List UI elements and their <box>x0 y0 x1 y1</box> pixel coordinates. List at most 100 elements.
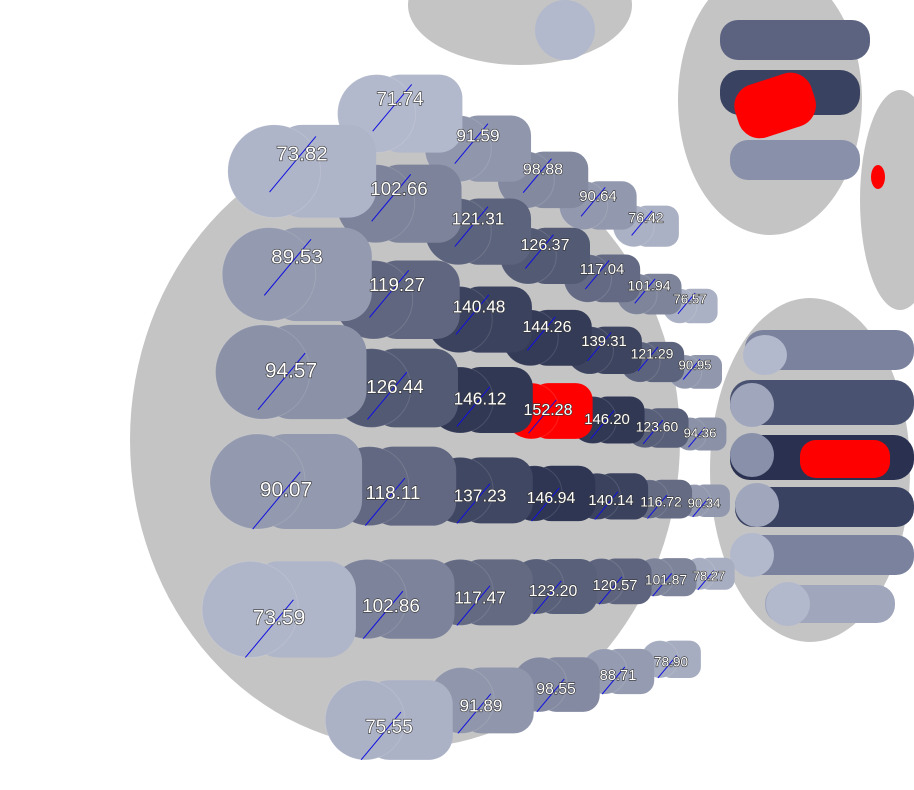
cylinder <box>740 535 914 575</box>
value-label: 146.20 <box>584 412 630 428</box>
value-label: 146.94 <box>527 490 576 507</box>
leader-line <box>456 483 491 524</box>
leader-line <box>369 269 410 318</box>
leader-line <box>594 491 619 520</box>
value-label: 121.31 <box>452 209 505 229</box>
value-label: 76.57 <box>673 292 706 307</box>
leader-line <box>601 666 626 695</box>
value-label: 73.82 <box>276 142 328 165</box>
leader-line <box>524 234 554 269</box>
value-label: 123.20 <box>529 583 578 600</box>
cylinder <box>730 383 774 427</box>
leader-line <box>692 497 710 518</box>
leader-line <box>587 332 612 362</box>
value-label: 98.88 <box>523 160 563 178</box>
cylinder-face <box>201 560 299 658</box>
value-label: 137.23 <box>454 486 507 506</box>
cylinder <box>735 483 779 527</box>
leader-line <box>652 573 673 597</box>
value-label: 78.27 <box>693 568 726 583</box>
cylinder <box>871 165 885 189</box>
leader-line <box>688 427 706 448</box>
leader-line <box>360 711 402 761</box>
leader-line <box>682 358 701 380</box>
value-label: 90.07 <box>260 479 312 502</box>
value-label: 120.57 <box>593 578 638 594</box>
value-label: 90.64 <box>579 188 617 205</box>
leader-line <box>269 136 317 193</box>
value-label: 101.87 <box>645 573 687 588</box>
value-label: 144.26 <box>523 319 572 336</box>
value-label: 117.04 <box>580 261 625 278</box>
value-label: 102.66 <box>370 178 427 199</box>
leader-line <box>637 346 659 372</box>
value-label: 102.86 <box>362 596 420 617</box>
leader-line <box>362 590 404 640</box>
cylinder <box>730 433 774 477</box>
leader-line <box>252 471 301 530</box>
leader-line <box>263 238 312 296</box>
value-label: 75.55 <box>365 717 413 738</box>
leader-line <box>634 278 656 304</box>
cylinder-face <box>227 124 322 219</box>
value-label: 140.14 <box>588 493 633 509</box>
leader-line <box>533 580 562 615</box>
leader-line <box>697 570 715 591</box>
value-label: 152.28 <box>524 402 573 419</box>
cylinder <box>735 487 914 527</box>
value-label: 98.55 <box>536 681 576 698</box>
leader-line <box>522 158 552 193</box>
value-label: 73.59 <box>253 607 306 630</box>
leader-line <box>677 292 696 315</box>
leader-line <box>455 294 490 335</box>
leader-line <box>454 123 489 164</box>
value-label: 78.90 <box>654 655 689 670</box>
cylinder <box>743 335 787 375</box>
value-label: 94.36 <box>684 425 717 440</box>
leader-line <box>531 487 560 522</box>
leader-line <box>642 419 664 445</box>
leader-line <box>364 477 406 526</box>
cluster-top <box>408 0 632 65</box>
value-label: 123.60 <box>636 419 679 435</box>
value-label: 121.29 <box>631 346 674 362</box>
leader-line <box>456 386 491 427</box>
value-label: 76.42 <box>628 210 663 226</box>
leader-line <box>631 210 653 236</box>
cylinder <box>730 380 914 425</box>
background-clusters <box>408 0 914 642</box>
leader-line <box>367 371 408 420</box>
cluster-right-top <box>860 90 914 310</box>
cylinder <box>730 140 860 180</box>
cylinder <box>800 440 890 478</box>
value-label: 139.31 <box>581 334 627 350</box>
leader-line <box>536 678 565 713</box>
cylinder-face <box>221 227 317 322</box>
leader-line <box>528 399 557 434</box>
value-label: 89.53 <box>271 245 323 268</box>
cylinder <box>766 582 810 626</box>
value-label: 119.27 <box>369 274 425 295</box>
value-label: 126.37 <box>521 237 570 254</box>
value-label: 118.11 <box>366 483 421 504</box>
leader-line <box>371 174 412 222</box>
leader-line <box>527 316 556 351</box>
leader-line <box>372 84 413 132</box>
leader-line <box>590 410 615 440</box>
cylinder <box>734 72 816 139</box>
value-label: 146.12 <box>454 389 507 409</box>
value-label: 90.95 <box>678 357 711 372</box>
cylinder <box>745 330 914 370</box>
value-label: 116.72 <box>640 494 682 510</box>
cylinder-face <box>215 324 311 420</box>
leader-line <box>647 494 668 519</box>
leader-line <box>598 576 623 605</box>
cylinder-face <box>324 679 406 761</box>
cylinder <box>730 533 774 577</box>
labels: 71.74 91.59 98.88 90.64 76.42 73.82 102.66 121.… <box>244 84 726 761</box>
value-label: 94.57 <box>265 360 317 383</box>
value-label: 117.47 <box>454 588 506 608</box>
cylinder <box>720 20 870 60</box>
value-label: 101.94 <box>627 278 670 294</box>
